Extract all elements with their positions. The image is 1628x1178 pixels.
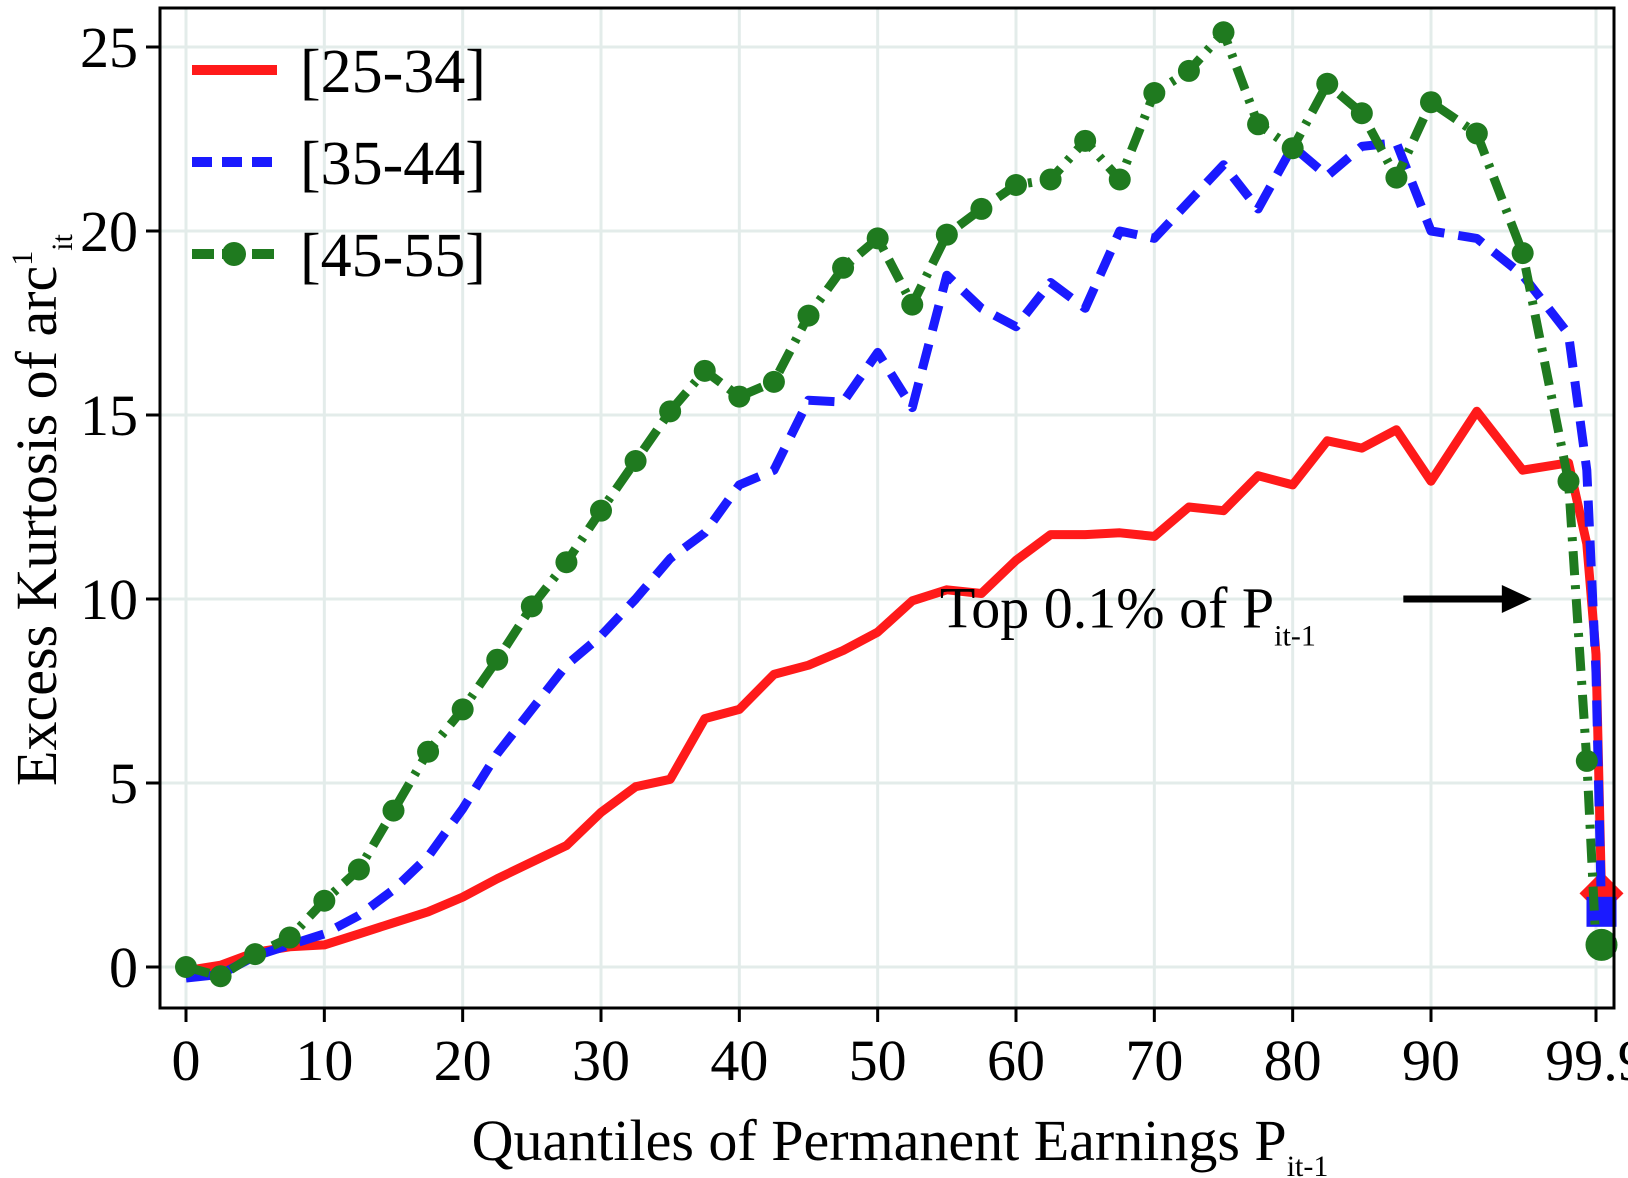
annotation-label: Top 0.1% of Pit-1	[940, 575, 1316, 652]
series-3-point	[935, 223, 958, 246]
y-tick-label: 20	[80, 199, 138, 264]
series-3-point	[1177, 59, 1200, 82]
series-3-point	[555, 551, 578, 574]
annotation-arrowhead	[1501, 585, 1532, 613]
series-3-point	[624, 450, 647, 472]
y-tick-label: 5	[109, 751, 138, 816]
series-3-point	[486, 648, 509, 671]
series-3-point	[728, 385, 751, 408]
y-tick-label: 0	[109, 935, 138, 1000]
x-tick-label: 99.9	[1545, 1028, 1628, 1093]
series-3-point	[1074, 129, 1097, 152]
series-3-point	[1575, 749, 1598, 772]
series-3-point	[1557, 470, 1580, 493]
x-tick-label: 70	[1125, 1028, 1183, 1093]
annotation: Top 0.1% of Pit-1	[940, 575, 1532, 652]
x-axis-title: Quantiles of Permanent Earnings Pit-1	[472, 1108, 1329, 1178]
series-3-point	[1039, 168, 1062, 191]
plot-background	[160, 8, 1614, 1008]
series-3-point	[590, 499, 612, 522]
legend-label-2: [35-44]	[300, 130, 486, 198]
series-3-point	[175, 956, 197, 978]
legend-swatch-marker	[222, 242, 246, 266]
series-3-point	[1143, 82, 1166, 104]
series-3-point	[797, 304, 820, 327]
series-3-point	[1420, 91, 1442, 114]
y-tick-label: 25	[80, 15, 138, 80]
x-tick-label: 30	[572, 1028, 630, 1093]
series-3-point	[693, 359, 716, 382]
series-3-point	[1212, 21, 1235, 44]
x-tick-label: 20	[434, 1028, 492, 1093]
legend: [25-34] [35-44] [45-55]	[192, 38, 486, 290]
x-tick-label: 80	[1264, 1028, 1322, 1093]
series-3-point	[209, 965, 232, 988]
x-tick-label: 60	[987, 1028, 1045, 1093]
series-3-point	[1247, 113, 1270, 136]
series-3-point	[970, 197, 993, 220]
plot-frame	[158, 6, 1616, 1010]
series-3-point	[1465, 122, 1488, 145]
series-layer	[175, 21, 1624, 988]
series-3-point	[244, 943, 267, 966]
series-3-point	[347, 858, 370, 881]
series-3-point	[520, 595, 543, 618]
series-3-point	[901, 293, 924, 316]
series-3-point	[762, 370, 785, 393]
x-tick-label: 10	[295, 1028, 353, 1093]
axes: 0 10 20 30 40 50 60 70 80 90 99.9 0 5 10 15 20 25	[80, 15, 1628, 1093]
series-3-point	[1350, 102, 1373, 125]
legend-label-3: [45-55]	[300, 222, 486, 290]
x-tick-label: 50	[849, 1028, 907, 1093]
series-3-point	[1316, 72, 1339, 95]
legend-label-1: [25-34]	[300, 38, 486, 106]
y-axis-title: Excess Kurtosis of arc1it	[4, 233, 79, 786]
series-3-point	[1005, 174, 1027, 196]
y-tick-label: 10	[80, 567, 138, 632]
series-3-point	[659, 400, 682, 423]
y-tick-label: 15	[80, 383, 138, 448]
series-3-point	[278, 926, 301, 949]
series-line-1	[185, 406, 1606, 976]
series-3-point	[451, 698, 474, 721]
series-3-end-marker	[1585, 928, 1618, 961]
series-3-point	[1385, 166, 1408, 189]
series-3-point	[832, 256, 855, 279]
x-tick-label: 90	[1402, 1028, 1460, 1093]
x-tick-label: 0	[172, 1028, 201, 1093]
series-3-point	[1281, 137, 1304, 160]
series-3-point	[417, 740, 440, 763]
series-3-point	[866, 227, 889, 250]
series-3-point	[1511, 242, 1534, 265]
series-3-point	[1108, 168, 1131, 191]
series-line-2	[185, 138, 1606, 983]
series-3-point	[313, 889, 336, 912]
x-tick-label: 40	[710, 1028, 768, 1093]
series-3-point	[382, 799, 405, 822]
